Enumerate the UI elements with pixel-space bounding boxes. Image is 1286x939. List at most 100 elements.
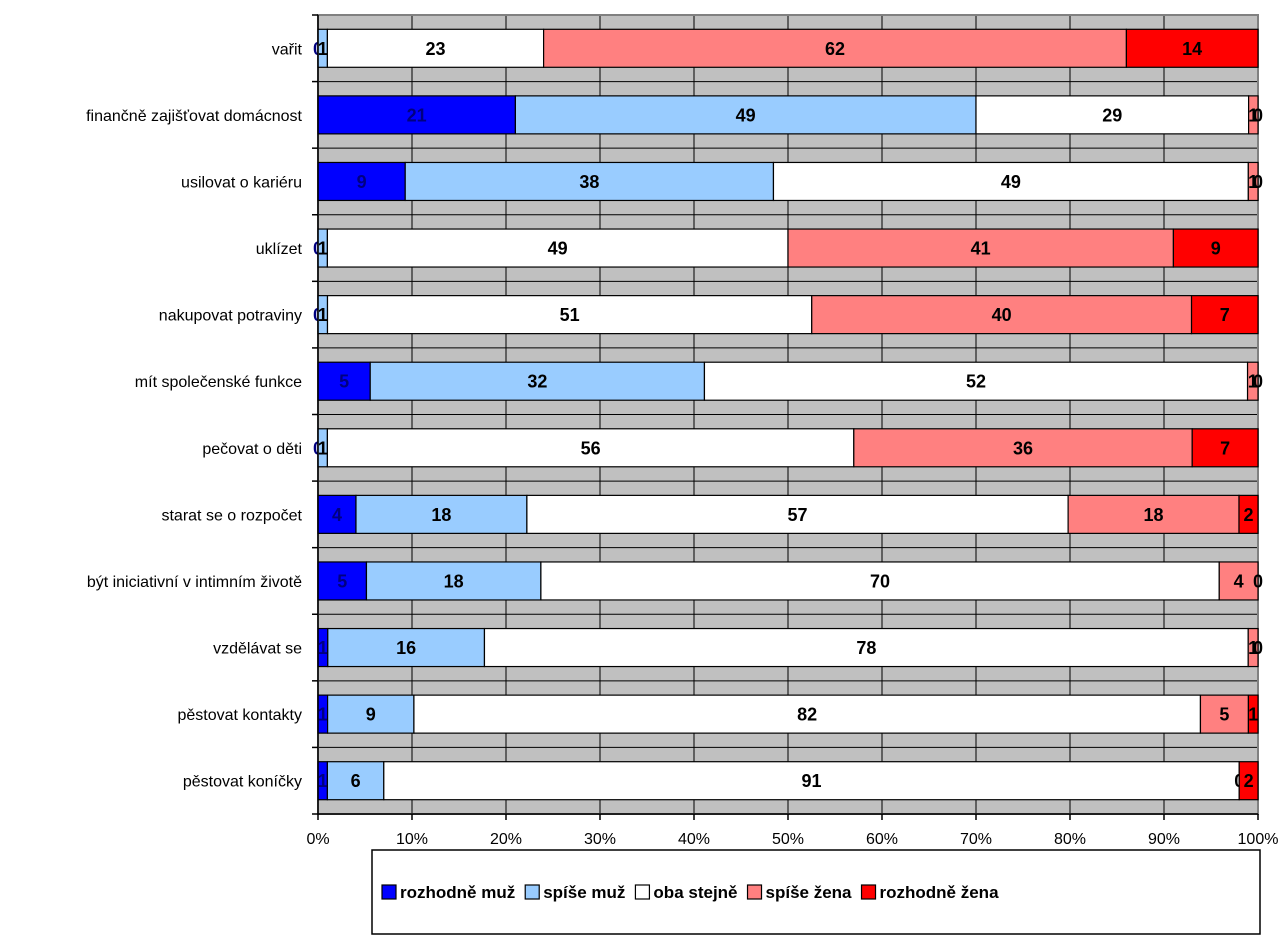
legend-label: rozhodně muž: [400, 883, 515, 902]
legend-box: [371, 849, 1261, 935]
data-label: 21: [407, 105, 427, 125]
axes: [312, 14, 1259, 820]
bar-segment: [1172, 228, 1259, 268]
data-label: 38: [579, 172, 599, 192]
bar-segment: [326, 228, 789, 268]
data-label: 14: [1182, 39, 1202, 59]
bar-segment: [317, 361, 371, 401]
data-label: 52: [966, 372, 986, 392]
data-label: 62: [825, 39, 845, 59]
category-label: nakupovat potraviny: [159, 308, 302, 325]
data-label: 5: [339, 372, 349, 392]
bar-segment: [787, 228, 1174, 268]
data-label: 49: [548, 239, 568, 259]
x-tick-label: 0%: [306, 831, 329, 848]
legend-swatch: [634, 884, 651, 900]
category-label: vzdělávat se: [213, 641, 302, 658]
bar-segment: [326, 428, 855, 468]
bar-segment: [772, 161, 1249, 202]
bar-segment: [1199, 694, 1250, 734]
bar-segment: [1247, 694, 1259, 734]
data-label: 0: [1253, 172, 1263, 192]
data-label: 2: [1243, 505, 1253, 525]
data-label: 1: [318, 638, 328, 658]
data-label: 91: [801, 771, 821, 791]
data-label: 1: [1248, 638, 1258, 658]
category-label: vařit: [272, 41, 303, 58]
category-label: pěstovat koníčky: [183, 774, 302, 791]
x-tick-label: 100%: [1238, 831, 1279, 848]
category-label: uklízet: [256, 241, 303, 258]
data-label: 7: [1220, 305, 1230, 325]
data-label: 1: [318, 239, 328, 259]
bar-segment: [404, 161, 775, 202]
bar-segment: [514, 95, 977, 135]
bar-segment: [383, 761, 1240, 801]
data-label: 1: [318, 438, 328, 458]
bar-segment: [369, 361, 706, 401]
data-label: 5: [1219, 705, 1229, 725]
data-label: 70: [870, 571, 890, 591]
bar-segment: [317, 561, 368, 601]
bar-segment: [1191, 428, 1259, 468]
legend: rozhodně muž spíše muž oba stejně spíše žen…: [371, 849, 1261, 935]
data-label: 1: [1248, 105, 1258, 125]
data-label: 6: [351, 771, 361, 791]
bar-segment: [326, 295, 813, 335]
category-label: pěstovat kontakty: [177, 707, 302, 724]
data-label: 1: [1248, 705, 1258, 725]
bar-segment: [1125, 28, 1259, 68]
data-label: 18: [444, 571, 464, 591]
bar-segment: [483, 627, 1249, 668]
x-tick-label: 80%: [1054, 831, 1086, 848]
x-tick-label: 50%: [772, 831, 804, 848]
data-label: 1: [1248, 372, 1258, 392]
data-label: 32: [527, 372, 547, 392]
category-label: pečovat o děti: [202, 441, 302, 458]
data-label: 18: [431, 505, 451, 525]
bar-segment: [853, 428, 1193, 468]
legend-label: oba stejně: [653, 883, 737, 902]
data-label: 0: [1253, 105, 1263, 125]
data-label: 78: [856, 638, 876, 658]
bar-segment: [365, 561, 542, 601]
x-tick-label: 90%: [1148, 831, 1180, 848]
x-tick-label: 40%: [678, 831, 710, 848]
data-label: 16: [396, 638, 416, 658]
data-label: 1: [318, 771, 328, 791]
data-label: 7: [1220, 438, 1230, 458]
legend-label: rozhodně žena: [880, 883, 1000, 902]
legend-swatch: [524, 884, 540, 900]
data-label: 1: [318, 705, 328, 725]
data-label: 4: [332, 505, 342, 525]
x-tick-labels: 0% 10% 20% 30% 40% 50% 60% 70% 80% 90% 100%: [306, 831, 1278, 848]
category-label: starat se o rozpočet: [161, 507, 302, 524]
bar-segment: [1190, 295, 1259, 335]
data-label: 18: [1144, 505, 1164, 525]
category-label: být iniciativní v intimním životě: [87, 574, 302, 591]
data-label: 23: [425, 39, 445, 59]
bar-segment: [811, 295, 1193, 335]
data-label: 1: [1248, 172, 1258, 192]
bar-segment: [326, 28, 545, 68]
category-labels: vařit finančně zajišťovat domácnost usilov…: [86, 41, 302, 790]
x-tick-label: 70%: [960, 831, 992, 848]
legend-label: spíše žena: [766, 883, 853, 902]
bar-segment: [355, 494, 528, 534]
data-label: 56: [581, 438, 601, 458]
data-label: 51: [560, 305, 580, 325]
data-label: 9: [366, 705, 376, 725]
data-label: 2: [1244, 771, 1254, 791]
data-label: 49: [1001, 172, 1021, 192]
category-label: usilovat o kariéru: [181, 174, 302, 191]
legend-swatch: [860, 884, 877, 900]
bar-segment: [1247, 95, 1259, 135]
x-tick-label: 20%: [490, 831, 522, 848]
x-tick-label: 10%: [396, 831, 428, 848]
data-label: 82: [797, 705, 817, 725]
bar-segment: [317, 95, 516, 135]
bar-segment: [703, 361, 1249, 401]
data-label: 4: [1234, 571, 1244, 591]
legend-label: spíše muž: [543, 883, 625, 902]
